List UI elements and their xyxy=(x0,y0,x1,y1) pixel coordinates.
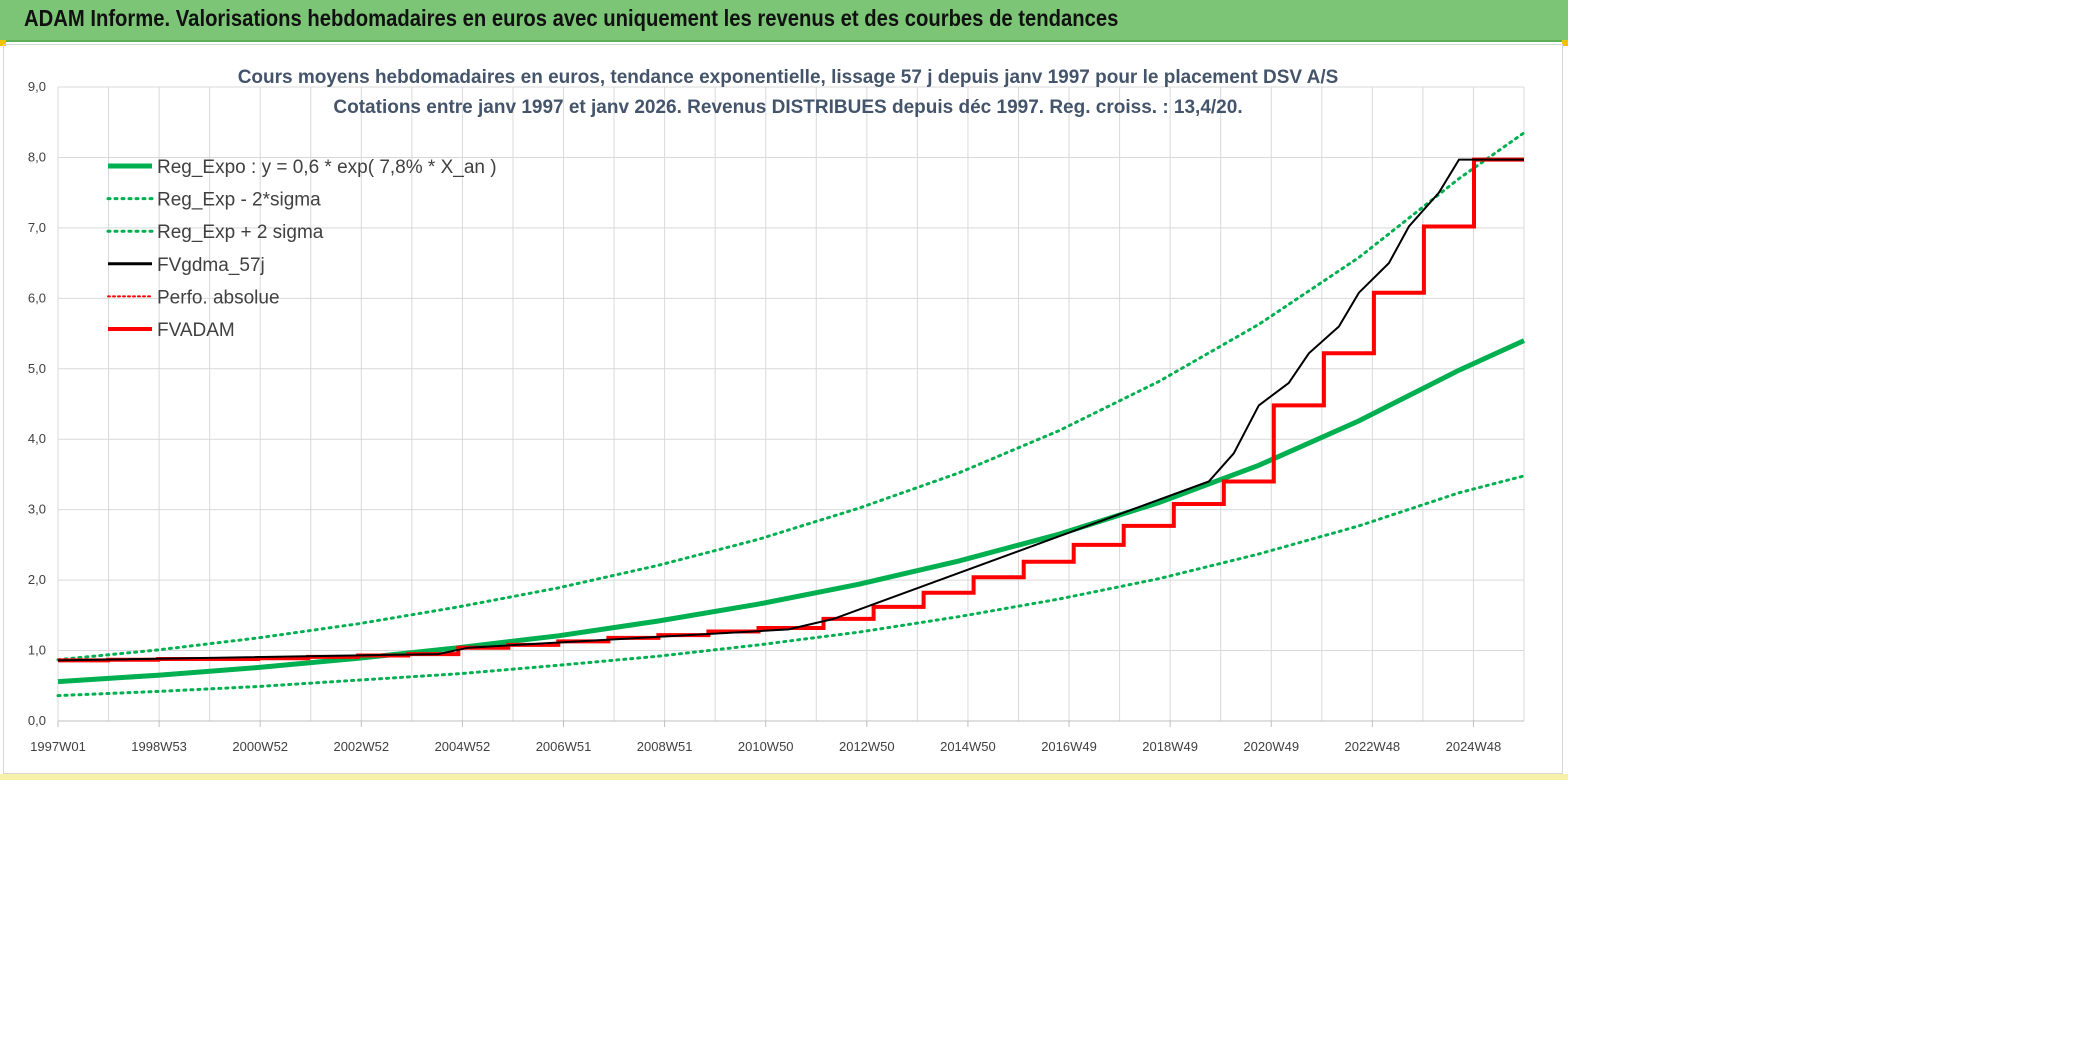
grid xyxy=(57,86,1525,722)
series-fvgdma-57j xyxy=(57,158,1524,662)
series-reg-exp-minus-2sigma xyxy=(56,474,1526,698)
x-tick-label: 2010W50 xyxy=(738,739,794,754)
chart-subtitle: Cotations entre janv 1997 et janv 2026. … xyxy=(333,97,1242,118)
corner-marker-left xyxy=(0,40,6,46)
y-tick-label: 9,0 xyxy=(28,79,46,94)
y-tick-label: 6,0 xyxy=(28,290,46,305)
legend-label: FVADAM xyxy=(157,320,235,341)
x-tick-label: 2008W51 xyxy=(637,739,693,754)
x-tick-label: 2020W49 xyxy=(1243,739,1299,754)
series-reg-exp-plus-2sigma xyxy=(56,131,1526,662)
y-tick-label: 8,0 xyxy=(28,149,46,164)
y-tick-label: 1,0 xyxy=(28,643,46,658)
legend-label: FVgdma_57j xyxy=(157,255,265,276)
x-tick-label: 2018W49 xyxy=(1142,739,1198,754)
series-reg-expo xyxy=(57,338,1526,685)
legend: Reg_Expo : y = 0,6 * exp( 7,8% * X_an ) R… xyxy=(106,157,497,341)
y-tick-label: 2,0 xyxy=(28,572,46,587)
x-tick-label: 2004W52 xyxy=(435,739,491,754)
x-tick-label: 2014W50 xyxy=(940,739,996,754)
x-tick-label: 2000W52 xyxy=(232,739,288,754)
x-tick-label: 1998W53 xyxy=(131,739,187,754)
x-tick-label: 2002W52 xyxy=(333,739,389,754)
legend-label: Reg_Exp + 2 sigma xyxy=(157,222,324,243)
y-tick-label: 0,0 xyxy=(28,713,46,728)
y-tick-label: 7,0 xyxy=(28,220,46,235)
x-tick-label: 2024W48 xyxy=(1446,739,1502,754)
bottom-strip xyxy=(0,774,1568,780)
x-tick-label: 1997W01 xyxy=(30,739,86,754)
corner-marker-right xyxy=(1562,40,1568,46)
header-bar: ADAM Informe. Valorisations hebdomadaire… xyxy=(0,0,1568,42)
page-title: ADAM Informe. Valorisations hebdomadaire… xyxy=(24,5,1119,31)
series xyxy=(56,131,1526,698)
chart-title: Cours moyens hebdomadaires en euros, ten… xyxy=(238,67,1339,88)
chart-frame xyxy=(3,44,1563,774)
y-tick-label: 5,0 xyxy=(28,361,46,376)
y-tick-label: 4,0 xyxy=(28,431,46,446)
axes: 0,0 1,0 2,0 3,0 4,0 5,0 6,0 7,0 8,0 9,0 1997W01 199… xyxy=(28,79,1524,754)
x-tick-label: 2016W49 xyxy=(1041,739,1097,754)
x-tick-label: 2012W50 xyxy=(839,739,895,754)
y-tick-label: 3,0 xyxy=(28,502,46,517)
legend-label: Perfo. absolue xyxy=(157,287,280,308)
legend-label: Reg_Expo : y = 0,6 * exp( 7,8% * X_an ) xyxy=(157,157,497,178)
x-tick-label: 2006W51 xyxy=(536,739,592,754)
x-tick-label: 2022W48 xyxy=(1345,739,1401,754)
chart-canvas: 0,0 1,0 2,0 3,0 4,0 5,0 6,0 7,0 8,0 9,0 1997W01 199… xyxy=(28,67,1526,754)
legend-label: Reg_Exp - 2*sigma xyxy=(157,190,321,211)
